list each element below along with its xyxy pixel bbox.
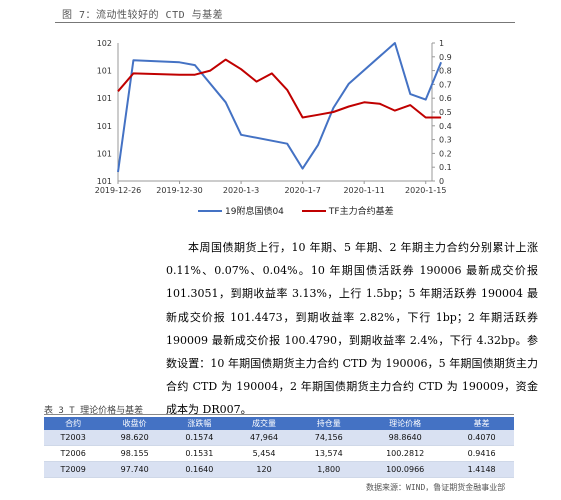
right-axis-tick-label: 0 <box>439 177 444 186</box>
x-axis-tick-label: 2020-1-3 <box>223 186 259 195</box>
table-header-row: 合约 收盘价 涨跌幅 成交量 持仓量 理论价格 基差 <box>44 417 514 430</box>
table-cell: 1.4148 <box>449 461 514 478</box>
right-axis-tick-label: 0.7 <box>439 80 452 89</box>
table-cell: 13,574 <box>296 445 362 462</box>
table-cell: 5,454 <box>231 445 297 462</box>
table-cell: 1,800 <box>296 461 362 478</box>
table-caption: 表 3 T 理论价格与基差 <box>44 406 144 416</box>
table-cell: 100.0966 <box>361 461 450 478</box>
table-cell: T2006 <box>44 445 103 462</box>
right-axis-tick-label: 0.9 <box>439 53 452 62</box>
table-cell: 98.155 <box>102 445 168 462</box>
figure-caption: 图 7：流动性较好的 CTD 与基差 <box>62 10 224 21</box>
table-header-cell: 合约 <box>44 417 103 430</box>
x-axis-tick-label: 2020-1-11 <box>343 186 384 195</box>
right-axis-tick-label: 0.6 <box>439 94 452 103</box>
x-axis-tick-label: 2020-1-7 <box>284 186 320 195</box>
figure-divider <box>55 22 515 23</box>
legend-swatch-red <box>301 209 326 212</box>
left-axis-tick-label: 101 <box>97 122 112 131</box>
right-axis-tick-label: 1 <box>439 39 444 48</box>
right-axis-tick-label: 0.4 <box>439 122 452 131</box>
table-cell: T2009 <box>44 461 103 478</box>
series-line-bond-price <box>117 42 443 173</box>
table-cell: 97.740 <box>102 461 168 478</box>
table-cell: 100.2812 <box>361 445 450 462</box>
legend-item-bond: 19附息国债04 <box>198 204 284 217</box>
x-axis-tick-label: 2020-1-15 <box>405 186 446 195</box>
table-divider <box>44 414 514 415</box>
right-axis-tick-label: 0.3 <box>439 136 452 145</box>
table-header-cell: 基差 <box>449 417 514 430</box>
table-cell: 0.1574 <box>167 430 232 446</box>
theoretical-price-table: 合约 收盘价 涨跌幅 成交量 持仓量 理论价格 基差 T2003 98.620 0.1574 47… <box>44 417 514 478</box>
table-cell: 74,156 <box>296 430 362 446</box>
table-row: T2009 97.740 0.1640 120 1,800 100.0966 1.4148 <box>44 461 514 478</box>
table-header-cell: 成交量 <box>231 417 297 430</box>
right-axis-tick-label: 0.8 <box>439 67 452 76</box>
left-axis-tick-label: 101 <box>97 94 112 103</box>
x-axis-tick-label: 2019-12-26 <box>95 186 142 195</box>
line-chart: 102 101 101 101 101 101 1 0.9 0.8 0.7 0.6 0.5 0.4 0.3… <box>95 39 452 195</box>
chart-legend: 19附息国债04 TF主力合约基差 <box>198 204 394 217</box>
left-axis-tick-label: 101 <box>97 149 112 158</box>
table-cell: 0.1640 <box>167 461 232 478</box>
table-cell: T2003 <box>44 430 103 446</box>
left-axis-tick-label: 101 <box>97 177 112 186</box>
right-axis-tick-label: 0.2 <box>439 149 452 158</box>
left-axis-tick-label: 101 <box>97 67 112 76</box>
legend-label-bond: 19附息国债04 <box>225 207 284 217</box>
series-line-tf-basis <box>117 58 442 119</box>
table-cell: 0.9416 <box>449 445 514 462</box>
legend-swatch-blue <box>198 209 222 212</box>
table-cell: 0.4070 <box>449 430 514 446</box>
table-header-cell: 理论价格 <box>361 417 450 430</box>
commentary-text: 本周国债期货上行，10 年期、5 年期、2 年期主力合约分别累计上涨 0.11%… <box>166 236 538 422</box>
left-axis-tick-label: 102 <box>97 39 112 48</box>
table-cell: 47,964 <box>231 430 297 446</box>
table-row: T2003 98.620 0.1574 47,964 74,156 98.8640 0.40… <box>44 430 514 446</box>
table-header-cell: 收盘价 <box>102 417 168 430</box>
table-cell: 120 <box>231 461 297 478</box>
table-cell: 98.620 <box>102 430 168 446</box>
legend-item-basis: TF主力合约基差 <box>301 204 394 217</box>
right-axis-tick-label: 0.5 <box>439 108 452 117</box>
right-axis-tick-label: 0.1 <box>439 163 452 172</box>
table-row: T2006 98.155 0.1531 5,454 13,574 100.2812 0.94… <box>44 445 514 462</box>
commentary-paragraph: 本周国债期货上行，10 年期、5 年期、2 年期主力合约分别累计上涨 0.11%… <box>166 241 538 417</box>
legend-label-basis: TF主力合约基差 <box>328 207 394 217</box>
table-cell: 98.8640 <box>361 430 450 446</box>
table-header-cell: 持仓量 <box>296 417 362 430</box>
table-header-cell: 涨跌幅 <box>167 417 232 430</box>
x-axis-tick-label: 2019-12-30 <box>156 186 203 195</box>
table-cell: 0.1531 <box>167 445 232 462</box>
data-source: 数据来源：WIND，鲁证期货金融事业部 <box>366 483 506 492</box>
